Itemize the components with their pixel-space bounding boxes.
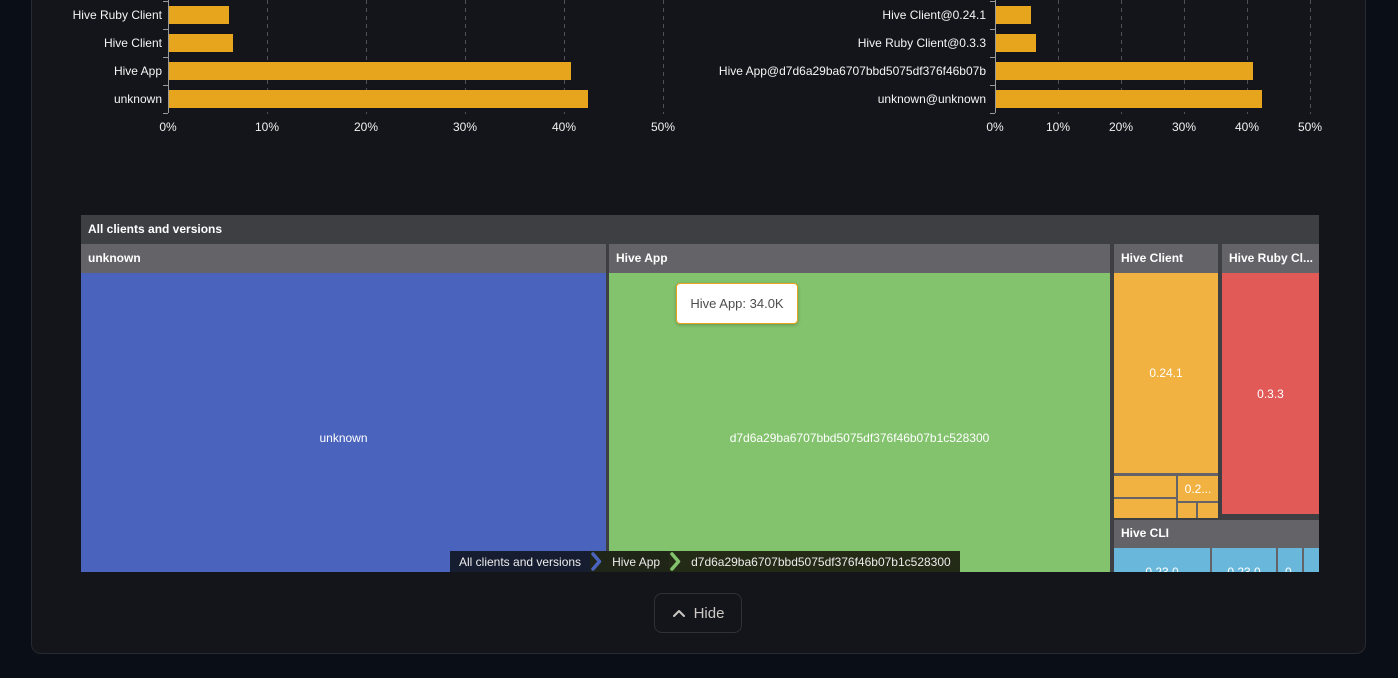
x-tick-label: 20% xyxy=(1108,120,1134,134)
axis-tick xyxy=(163,113,168,114)
category-label: Hive Client@0.24.1 xyxy=(882,8,986,22)
bar[interactable] xyxy=(996,90,1262,108)
category-label: Hive Ruby Client@0.3.3 xyxy=(857,36,986,50)
bar[interactable] xyxy=(169,34,233,52)
bar[interactable] xyxy=(996,6,1031,24)
bar[interactable] xyxy=(996,62,1253,80)
bar[interactable] xyxy=(169,6,229,24)
grid-line xyxy=(1121,0,1122,114)
category-label: Hive Client xyxy=(103,36,162,50)
grid-line xyxy=(564,0,565,114)
treemap-section-header[interactable]: Hive Client xyxy=(1114,244,1218,272)
treemap-section-header[interactable]: Hive CLI xyxy=(1114,520,1319,546)
treemap-tile[interactable] xyxy=(1114,476,1176,497)
axis-tick xyxy=(990,85,995,86)
treemap-section-header[interactable]: Hive App xyxy=(609,244,1110,272)
treemap-tile[interactable] xyxy=(1114,499,1176,518)
x-tick-label: 10% xyxy=(1045,120,1071,134)
axis-tick xyxy=(990,29,995,30)
treemap-tile[interactable]: 0.23.0 xyxy=(1212,548,1276,572)
axis-tick xyxy=(163,85,168,86)
x-tick-label: 50% xyxy=(650,120,676,134)
x-tick-label: 30% xyxy=(452,120,478,134)
treemap-tile[interactable]: unknown xyxy=(81,273,606,572)
grid-line xyxy=(267,0,268,114)
treemap-tile[interactable]: 0.24.1 xyxy=(1114,273,1218,473)
treemap-tile[interactable]: 0. xyxy=(1278,548,1302,572)
treemap-section-header[interactable]: unknown xyxy=(81,244,606,272)
grid-line xyxy=(1310,0,1311,114)
chevron-right-icon xyxy=(590,551,604,572)
chevron-up-icon xyxy=(672,609,685,617)
axis-tick xyxy=(163,1,168,2)
x-tick-label: 10% xyxy=(254,120,280,134)
treemap-tile[interactable]: 0.2... xyxy=(1178,476,1218,501)
grid-line xyxy=(1184,0,1185,114)
axis-tick xyxy=(163,29,168,30)
bar[interactable] xyxy=(996,34,1036,52)
treemap-tile[interactable] xyxy=(1198,503,1218,518)
breadcrumb-segment[interactable]: d7d6a29ba6707bbd5075df376f46b07b1c528300 xyxy=(682,551,960,572)
treemap-tile-label: 0.24.1 xyxy=(1149,366,1183,380)
treemap-tile[interactable] xyxy=(1304,548,1319,572)
grid-line xyxy=(663,0,664,114)
treemap-tile-label: 0. xyxy=(1284,565,1295,572)
category-label: unknown xyxy=(113,92,162,106)
treemap-tile[interactable]: 0.3.3 xyxy=(1222,273,1319,514)
bar[interactable] xyxy=(169,62,571,80)
treemap-tooltip: Hive App: 34.0K xyxy=(676,283,798,324)
category-label: Hive App@d7d6a29ba6707bbd5075df376f46b07… xyxy=(718,64,986,78)
axis-tick xyxy=(163,57,168,58)
category-label: unknown@unknown xyxy=(877,92,986,106)
x-tick-label: 20% xyxy=(353,120,379,134)
breadcrumb-segment[interactable]: All clients and versions xyxy=(450,551,591,572)
treemap-breadcrumb: All clients and versions Hive App d7d6a29b… xyxy=(450,551,960,572)
axis-tick xyxy=(990,113,995,114)
grid-line xyxy=(1058,0,1059,114)
bar[interactable] xyxy=(169,90,588,108)
treemap-tile-label: 0.3.3 xyxy=(1257,386,1284,401)
breadcrumb-segment[interactable]: Hive App xyxy=(603,551,670,572)
x-tick-label: 50% xyxy=(1297,120,1323,134)
y-axis-line xyxy=(995,0,996,113)
x-tick-label: 40% xyxy=(551,120,577,134)
grid-line xyxy=(1247,0,1248,114)
treemap-tile[interactable] xyxy=(1178,503,1196,518)
chevron-right-icon xyxy=(669,551,683,572)
y-axis-line xyxy=(168,0,169,113)
treemap-tile-label: 0.23.0 xyxy=(1227,565,1261,572)
grid-line xyxy=(465,0,466,114)
treemap-tile-label: 0.23.0 xyxy=(1145,565,1179,572)
treemap-title: All clients and versions xyxy=(88,222,223,236)
category-label: Hive App xyxy=(113,64,162,78)
category-label: Hive Ruby Client xyxy=(72,8,162,22)
x-tick-label: 30% xyxy=(1171,120,1197,134)
hide-button[interactable]: Hide xyxy=(654,593,742,633)
axis-tick xyxy=(990,57,995,58)
x-tick-label: 0% xyxy=(986,120,1004,134)
axis-tick xyxy=(990,1,995,2)
grid-line xyxy=(366,0,367,114)
x-tick-label: 40% xyxy=(1234,120,1260,134)
treemap-tile-label: 0.2... xyxy=(1184,481,1212,496)
treemap-tile-label: unknown xyxy=(319,430,368,445)
treemap-tile[interactable]: 0.23.0 xyxy=(1114,548,1210,572)
treemap-tile-label: d7d6a29ba6707bbd5075df376f46b07b1c528300 xyxy=(729,430,990,445)
clients-versions-treemap[interactable]: All clients and versions Hive App: 34.0K… xyxy=(81,215,1319,572)
x-tick-label: 0% xyxy=(159,120,177,134)
treemap-section-header[interactable]: Hive Ruby Cl... xyxy=(1222,244,1319,272)
hide-button-label: Hide xyxy=(693,604,725,622)
